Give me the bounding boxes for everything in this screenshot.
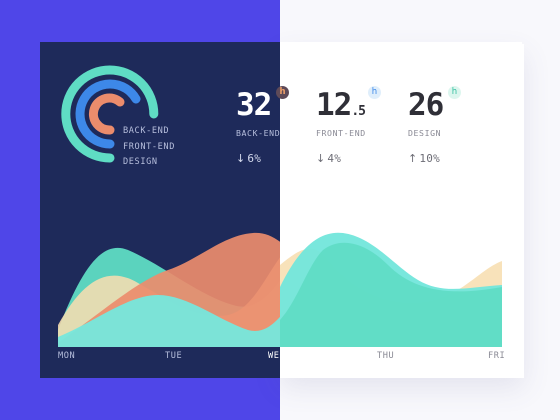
arrow-down-icon: ↓ [236, 152, 246, 165]
metric-value: 12.5 [316, 87, 366, 123]
xaxis-label: FRI [488, 351, 506, 361]
metric-delta: ↓ 6% [236, 152, 262, 165]
area-cyan [58, 295, 280, 347]
area-chart [58, 232, 502, 347]
metric-label: BACK-END [236, 128, 281, 138]
ring-design [88, 93, 125, 135]
legend-item: DESIGN [123, 157, 158, 167]
hours-unit-badge: h [448, 86, 461, 99]
xaxis-label: MON [58, 351, 76, 361]
metric-label: FRONT-END [316, 128, 366, 138]
metric-design: 26 DESIGN ↑ 10% [408, 90, 488, 166]
metric-frontend: 12.5 FRONT-END ↓ 4% [316, 90, 396, 166]
metric-backend: 32 BACK-END ↓ 6% [236, 90, 316, 166]
metric-delta: ↑ 10% [408, 152, 440, 165]
arrow-down-icon: ↓ [316, 152, 326, 165]
hours-unit-badge: h [276, 86, 289, 99]
legend-item: FRONT-END [123, 141, 175, 152]
legend: BACK-END FRONT-END DESIGN [123, 124, 175, 171]
ring-frontend [75, 79, 141, 149]
metric-delta: ↓ 4% [316, 152, 342, 165]
area-teal-right [280, 242, 502, 347]
metric-value: 32 [236, 87, 272, 123]
hours-unit-badge: h [368, 86, 381, 99]
ring-backend [61, 65, 159, 163]
xaxis-label: TUE [165, 351, 183, 361]
ring-chart [61, 65, 159, 163]
metric-value: 26 [408, 87, 444, 123]
metric-label: DESIGN [408, 128, 442, 138]
legend-item: BACK-END [123, 126, 170, 136]
xaxis-label: WED [268, 351, 286, 361]
xaxis-label: THU [377, 351, 395, 361]
arrow-up-icon: ↑ [408, 152, 418, 165]
